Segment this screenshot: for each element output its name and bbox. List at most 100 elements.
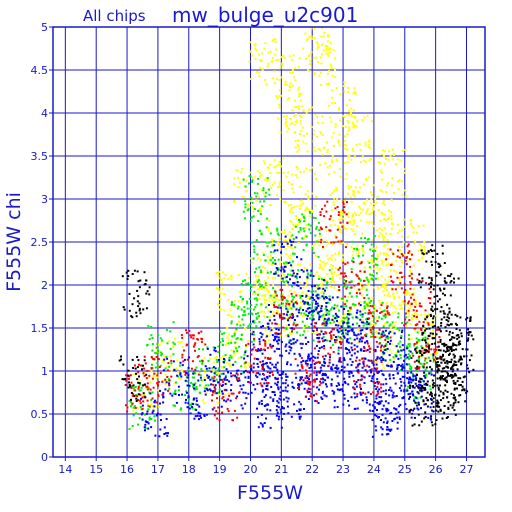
scatter-point-s4-10-16 (136, 270, 139, 273)
scatter-point-s0-19-0 (368, 146, 370, 149)
scatter-point-s0-22-37 (320, 287, 323, 290)
scatter-point-s4-9-19 (430, 279, 433, 282)
scatter-point-s0-21-7 (285, 284, 288, 287)
scatter-point-s1-10-3 (232, 350, 235, 353)
scatter-point-s0-9-29 (337, 251, 340, 254)
scatter-point-s4-4-25 (463, 355, 465, 358)
scatter-point-s0-20-35 (255, 274, 258, 277)
scatter-point-s0-17-35 (313, 71, 316, 74)
scatter-point-s2-5-21 (292, 386, 295, 389)
scatter-point-s2-28-11 (261, 423, 264, 426)
scatter-point-s0-18-15 (325, 229, 328, 232)
y-tick-label-2: 1 (41, 365, 48, 378)
scatter-point-s3-3-21 (340, 343, 342, 346)
scatter-point-s1-18-21 (233, 304, 236, 307)
scatter-point-s1-9-29 (408, 345, 411, 348)
scatter-point-s3-2-17 (301, 367, 304, 370)
scatter-point-s0-6-23 (318, 267, 321, 270)
scatter-point-s2-17-19 (404, 403, 407, 406)
scatter-point-s0-6-11 (319, 265, 322, 268)
scatter-point-s3-8-39 (211, 399, 213, 402)
scatter-point-s1-0-15 (247, 312, 250, 315)
scatter-point-s0-7-6 (326, 166, 329, 169)
scatter-point-s4-8-25 (421, 277, 424, 280)
scatter-point-s0-33-29 (235, 169, 238, 172)
scatter-point-s2-22-31 (191, 406, 194, 408)
scatter-point-s0-15-2 (286, 233, 289, 236)
scatter-point-s3-5-24 (364, 334, 367, 337)
scatter-point-s4-1-1 (432, 353, 435, 356)
scatter-point-s1-14-37 (140, 386, 143, 389)
scatter-point-s1-13-38 (150, 334, 153, 337)
scatter-point-s2-20-26 (247, 392, 250, 395)
scatter-point-s1-18-34 (254, 306, 257, 309)
scatter-point-s4-5-22 (457, 334, 460, 336)
x-tick-label-5: 19 (213, 463, 227, 476)
scatter-point-s0-6-21 (327, 258, 330, 261)
scatter-point-s0-25-11 (243, 366, 246, 369)
scatter-point-s2-2-38 (284, 382, 287, 385)
scatter-point-s0-27-10 (168, 340, 171, 343)
scatter-point-s0-32-17 (254, 57, 257, 60)
scatter-point-s2-8-34 (316, 356, 319, 359)
scatter-point-s1-18-32 (230, 303, 233, 306)
scatter-point-s2-25-25 (276, 268, 279, 271)
scatter-point-s3-7-13 (416, 278, 419, 281)
scatter-point-s3-4-12 (355, 292, 358, 295)
scatter-point-s3-9-32 (193, 343, 196, 346)
scatter-point-s4-7-0 (455, 374, 458, 377)
scatter-point-s2-16-21 (384, 344, 387, 347)
scatter-point-s0-10-32 (347, 184, 350, 187)
scatter-point-s0-14-1 (399, 265, 402, 268)
scatter-point-s2-19-22 (423, 403, 426, 406)
scatter-point-s2-16-26 (400, 331, 403, 334)
scatter-point-s2-29-22 (391, 420, 394, 422)
scatter-point-s2-24-7 (150, 426, 153, 429)
scatter-point-s1-4-3 (316, 311, 319, 314)
scatter-point-s4-4-24 (466, 390, 469, 393)
scatter-point-s0-10-26 (359, 186, 362, 189)
scatter-point-s1-0-36 (260, 303, 263, 306)
scatter-point-s4-1-38 (431, 321, 434, 324)
scatter-point-s3-10-20 (152, 358, 155, 360)
scatter-point-s1-9-14 (415, 369, 418, 372)
scatter-point-s2-23-35 (183, 358, 186, 361)
scatter-point-s0-20-14 (267, 310, 270, 313)
scatter-point-s0-39-32 (215, 272, 218, 274)
scatter-point-s0-38-0 (275, 297, 278, 300)
scatter-point-s3-1-33 (287, 303, 290, 305)
scatter-point-s0-29-13 (384, 150, 387, 153)
scatter-point-s3-3-4 (322, 340, 324, 343)
scatter-point-s0-29-12 (384, 158, 387, 160)
scatter-point-s2-16-14 (386, 347, 389, 350)
scatter-point-s0-1-2 (285, 175, 288, 178)
scatter-point-s1-19-18 (423, 359, 426, 362)
scatter-point-s0-33-19 (237, 185, 240, 188)
scatter-point-s4-8-12 (434, 261, 437, 264)
scatter-point-s1-17-9 (352, 257, 355, 260)
scatter-point-s4-1-35 (425, 366, 428, 369)
scatter-point-s2-14-15 (384, 389, 387, 392)
scatter-point-s1-3-32 (303, 330, 306, 333)
scatter-point-s4-10-36 (128, 292, 131, 295)
scatter-point-s0-36-25 (320, 316, 323, 319)
scatter-point-s0-13-17 (400, 259, 403, 262)
scatter-point-s4-12-24 (409, 384, 412, 387)
scatter-point-s3-3-22 (313, 325, 316, 328)
scatter-point-s2-9-9 (316, 296, 319, 299)
scatter-point-s2-22-4 (189, 412, 192, 415)
scatter-point-s3-5-25 (386, 310, 389, 313)
scatter-point-s2-5-23 (290, 415, 293, 418)
scatter-point-s1-18-1 (253, 333, 255, 336)
scatter-point-s1-6-4 (344, 281, 347, 284)
scatter-point-s1-9-15 (409, 370, 412, 373)
scatter-point-s4-6-31 (437, 326, 440, 329)
scatter-point-s0-30-34 (398, 229, 401, 232)
scatter-point-s4-3-29 (446, 381, 448, 384)
scatter-point-s0-14-24 (404, 293, 407, 296)
scatter-point-s2-6-22 (298, 276, 301, 279)
scatter-point-s4-11-11 (132, 384, 135, 387)
scatter-point-s4-13-34 (451, 336, 454, 339)
scatter-point-s0-17-10 (329, 42, 332, 45)
scatter-point-s2-29-11 (372, 404, 375, 407)
